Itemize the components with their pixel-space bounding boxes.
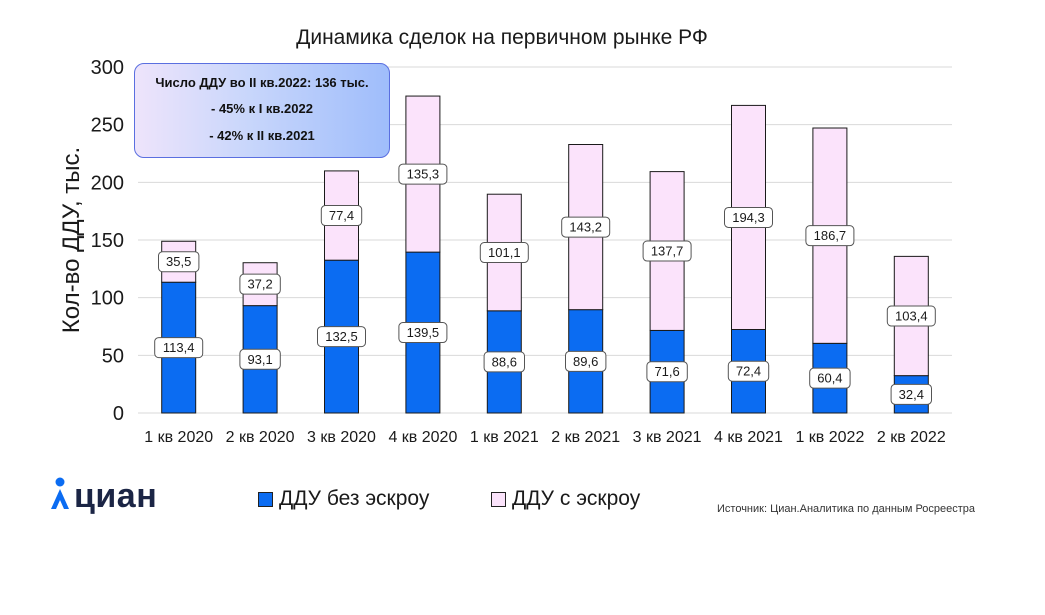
data-label-no-escrow: 72,4 [727, 360, 770, 382]
y-tick-label: 300 [91, 57, 124, 79]
data-label-no-escrow-box [809, 367, 851, 389]
data-label-no-escrow: 132,5 [317, 326, 366, 348]
data-label-no-escrow: 60,4 [809, 367, 851, 389]
x-tick-label: 2 кв 2022 [877, 429, 946, 446]
data-label-no-escrow: 113,4 [154, 337, 204, 359]
y-tick-label: 100 [91, 288, 124, 310]
chart-title: Динамика сделок на первичном рынке РФ [296, 26, 708, 49]
data-label-escrow-text: 186,7 [814, 228, 847, 243]
y-tick-label: 200 [91, 172, 124, 194]
data-label-escrow-text: 35,5 [166, 254, 191, 269]
data-label-no-escrow-text: 89,6 [573, 354, 598, 369]
data-label-escrow-box [561, 216, 611, 238]
data-label-escrow-text: 37,2 [247, 277, 272, 292]
x-tick-label: 4 кв 2021 [714, 429, 783, 446]
legend-label-escrow: ДДУ с эскроу [512, 487, 641, 510]
y-tick-label: 250 [91, 115, 124, 137]
data-label-no-escrow: 139,5 [398, 322, 448, 344]
x-tick-labels: 1 кв 2020 2 кв 2020 3 кв 2020 4 кв 2020 1 кв… [144, 429, 946, 446]
legend-item-no-escrow: ДДУ без эскроу [258, 487, 429, 511]
data-label-escrow-box [398, 163, 448, 185]
data-label-escrow: 101,1 [479, 242, 529, 264]
y-tick-label: 150 [91, 230, 124, 252]
data-label-no-escrow-box [398, 322, 448, 344]
cian-logo: циан [48, 476, 157, 517]
x-tick-label: 1 кв 2022 [795, 429, 864, 446]
data-label-escrow-text: 137,7 [651, 244, 684, 259]
data-label-escrow: 37,2 [239, 273, 281, 295]
legend-item-escrow: ДДУ с эскроу [491, 487, 640, 511]
data-label-no-escrow-text: 71,6 [654, 364, 679, 379]
data-label-no-escrow-box [727, 360, 770, 382]
data-label-escrow: 103,4 [886, 305, 936, 327]
data-label-escrow: 143,2 [561, 216, 611, 238]
data-label-escrow-text: 77,4 [329, 208, 354, 223]
data-label-escrow-box [479, 242, 529, 264]
data-label-escrow-text: 194,3 [732, 210, 765, 225]
y-tick-label: 50 [102, 345, 124, 367]
data-label-no-escrow: 93,1 [239, 348, 281, 370]
data-label-no-escrow-text: 113,4 [163, 340, 195, 355]
data-label-escrow-text: 135,3 [407, 167, 440, 182]
legend-label-no-escrow: ДДУ без эскроу [279, 487, 430, 510]
data-label-no-escrow-box [483, 351, 526, 373]
data-label-escrow: 135,3 [398, 163, 448, 185]
x-tick-label: 2 кв 2020 [226, 429, 295, 446]
data-label-escrow-box [320, 205, 363, 227]
annotation-line-1: Число ДДУ во II кв.2022: 136 тыс. [155, 75, 369, 90]
legend-swatch-escrow [491, 491, 506, 507]
data-label-escrow: 77,4 [320, 205, 363, 227]
y-ticks: 0 50 100 150 200 250 300 [91, 57, 124, 425]
data-label-no-escrow-box [646, 361, 688, 383]
data-label-no-escrow: 32,4 [890, 383, 932, 405]
annotation-line-2: - 45% к I кв.2022 [211, 101, 313, 116]
data-label-no-escrow: 71,6 [646, 361, 688, 383]
x-tick-label: 3 кв 2020 [307, 429, 376, 446]
data-label-escrow-text: 101,1 [488, 245, 521, 260]
data-label-no-escrow-box [239, 348, 281, 370]
data-label-no-escrow-box [154, 337, 204, 359]
data-label-escrow-box [886, 305, 936, 327]
data-label-no-escrow: 88,6 [483, 351, 526, 373]
data-label-escrow: 35,5 [158, 251, 200, 273]
data-label-escrow-text: 143,2 [569, 220, 602, 235]
y-tick-label: 0 [113, 403, 124, 425]
data-label-no-escrow-text: 32,4 [899, 387, 924, 402]
data-label-escrow-box [642, 240, 692, 262]
data-label-escrow: 194,3 [724, 206, 773, 228]
x-tick-label: 2 кв 2021 [551, 429, 620, 446]
x-tick-label: 4 кв 2020 [388, 429, 457, 446]
data-label-escrow-box [239, 273, 281, 295]
x-tick-label: 1 кв 2021 [470, 429, 539, 446]
annotation-line-3: - 42% к II кв.2021 [209, 128, 315, 143]
data-labels: 113,4 35,5 93,1 37,2 132,5 77,4 139,5 135,3 88,6… [154, 163, 936, 405]
cian-person-icon [48, 476, 72, 517]
data-label-no-escrow-box [565, 350, 607, 372]
data-label-escrow-box [158, 251, 200, 273]
data-label-no-escrow-text: 72,4 [736, 364, 761, 379]
x-tick-label: 3 кв 2021 [633, 429, 702, 446]
data-label-no-escrow-text: 139,5 [407, 325, 440, 340]
logo-text: циан [74, 477, 158, 515]
data-label-no-escrow-text: 93,1 [247, 352, 272, 367]
data-label-escrow-text: 103,4 [895, 309, 928, 324]
x-tick-label: 1 кв 2020 [144, 429, 213, 446]
data-label-escrow-box [805, 225, 855, 247]
data-label-no-escrow-text: 88,6 [492, 354, 517, 369]
data-label-no-escrow: 89,6 [565, 350, 607, 372]
data-label-no-escrow-box [890, 383, 932, 405]
data-label-escrow-box [724, 206, 773, 228]
data-label-escrow: 186,7 [805, 225, 855, 247]
source-note: Источник: Циан.Аналитика по данным Росре… [717, 503, 976, 515]
data-label-no-escrow-text: 132,5 [325, 329, 358, 344]
data-label-no-escrow-box [317, 326, 366, 348]
data-label-escrow: 137,7 [642, 240, 692, 262]
annotation-box: Число ДДУ во II кв.2022: 136 тыс. - 45% … [134, 63, 390, 158]
data-label-no-escrow-text: 60,4 [817, 371, 842, 386]
y-axis-label: Кол-во ДДУ, тыс. [58, 147, 85, 333]
legend-swatch-no-escrow [258, 491, 273, 507]
